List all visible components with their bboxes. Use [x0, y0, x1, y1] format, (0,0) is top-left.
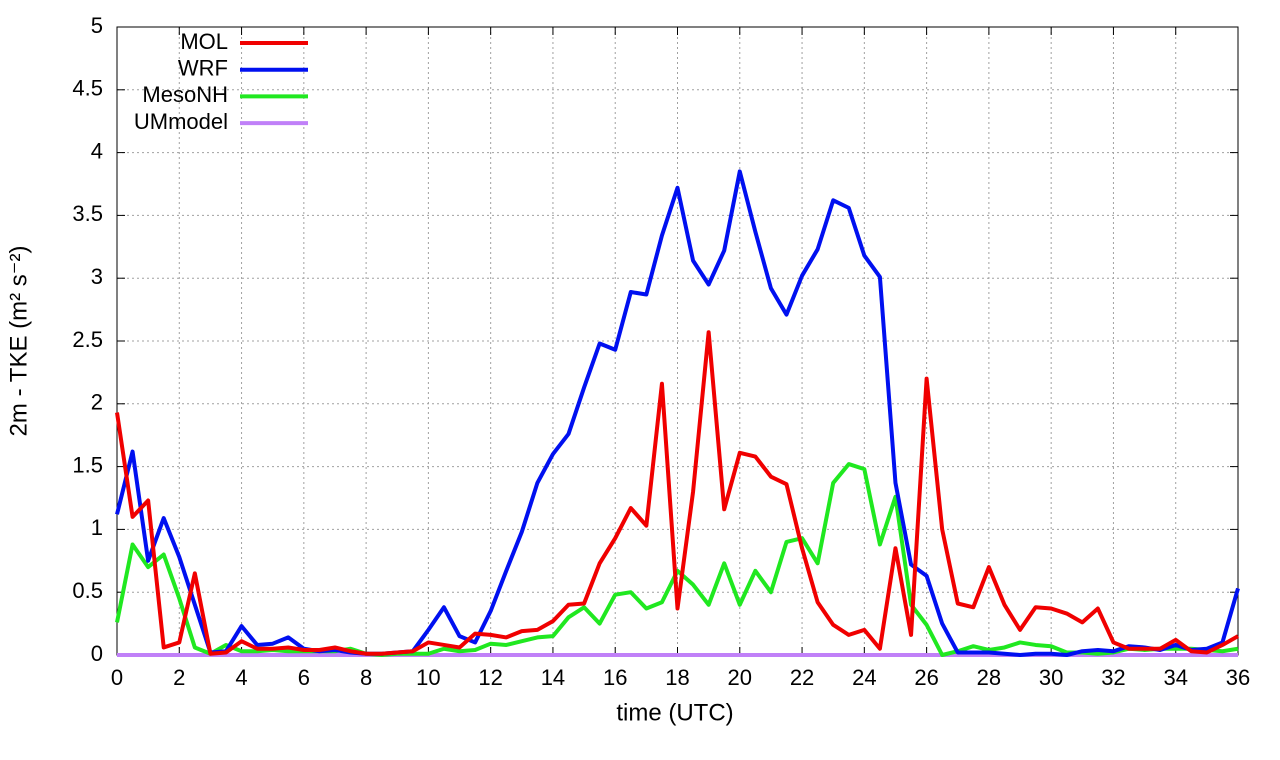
x-tick-label: 8	[360, 665, 372, 690]
x-tick-label: 36	[1226, 665, 1250, 690]
y-tick-label: 5	[91, 13, 103, 38]
x-tick-label: 34	[1163, 665, 1187, 690]
legend-label: UMmodel	[134, 109, 228, 134]
y-tick-label: 2	[91, 390, 103, 415]
x-tick-label: 10	[416, 665, 440, 690]
legend-label: MesoNH	[142, 82, 228, 107]
y-tick-label: 2.5	[72, 327, 103, 352]
x-tick-label: 12	[478, 665, 502, 690]
x-tick-label: 30	[1039, 665, 1063, 690]
x-tick-label: 26	[914, 665, 938, 690]
y-tick-label: 1.5	[72, 452, 103, 477]
x-tick-label: 16	[603, 665, 627, 690]
y-tick-label: 0	[91, 641, 103, 666]
y-tick-label: 3.5	[72, 201, 103, 226]
x-tick-label: 20	[728, 665, 752, 690]
x-tick-label: 32	[1101, 665, 1125, 690]
legend-label: MOL	[180, 29, 228, 54]
y-tick-label: 1	[91, 515, 103, 540]
x-tick-label: 28	[977, 665, 1001, 690]
x-tick-label: 6	[298, 665, 310, 690]
legend-label: WRF	[178, 56, 228, 81]
x-tick-label: 2	[173, 665, 185, 690]
y-tick-label: 4.5	[72, 76, 103, 101]
y-tick-label: 3	[91, 264, 103, 289]
x-tick-label: 22	[790, 665, 814, 690]
x-tick-label: 4	[235, 665, 247, 690]
y-tick-label: 4	[91, 138, 103, 163]
x-tick-label: 0	[111, 665, 123, 690]
series-line	[115, 330, 1239, 656]
x-tick-label: 24	[852, 665, 876, 690]
x-tick-label: 18	[665, 665, 689, 690]
y-axis-label: 2m - TKE (m² s⁻²)	[5, 246, 32, 437]
x-axis-label: time (UTC)	[616, 699, 733, 726]
x-tick-label: 14	[541, 665, 565, 690]
y-tick-label: 0.5	[72, 578, 103, 603]
